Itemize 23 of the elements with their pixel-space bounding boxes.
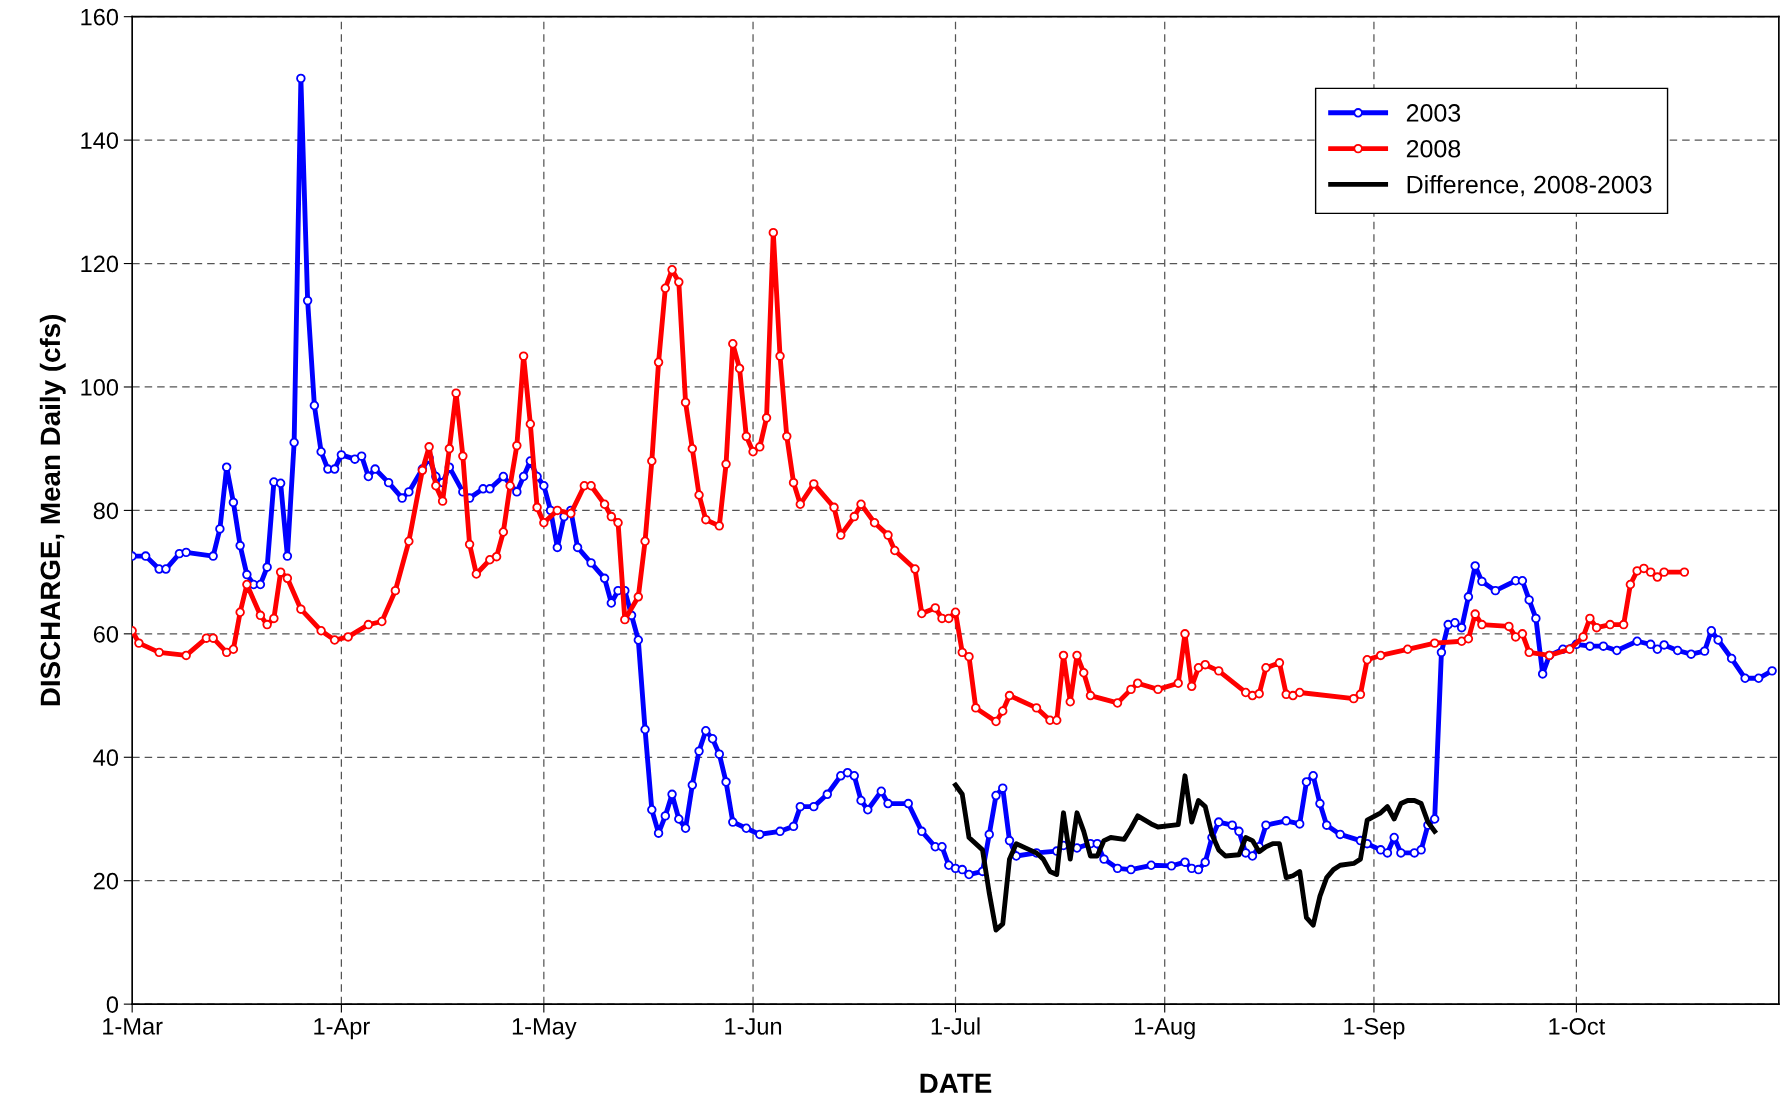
- x-tick-label: 1-Aug: [1135, 1018, 1195, 1040]
- x-axis-title: DATE: [920, 1073, 992, 1093]
- x-tick-label: 1-Sep: [1344, 1017, 1405, 1040]
- x-tick-label: 1-May: [512, 1018, 577, 1040]
- y-tick-label: 80: [93, 502, 119, 520]
- y-axis-title: DISCHARGE, Mean Daily (cfs): [39, 314, 66, 706]
- x-tick-label: 1-Mar: [103, 1018, 163, 1035]
- legend-label: Difference, 2008-2003: [1407, 175, 1652, 197]
- legend-label: 2008: [1406, 139, 1461, 158]
- y-tick-label: 40: [93, 749, 119, 767]
- legend-label: 2003: [1406, 104, 1461, 122]
- y-tick-label: 20: [93, 872, 119, 890]
- x-tick-label: 1-Jul: [931, 1017, 980, 1035]
- y-tick-label: 140: [81, 132, 119, 149]
- x-tick-label: 1-Jun: [725, 1018, 782, 1035]
- y-tick-label: 100: [81, 379, 119, 396]
- y-tick-label: 60: [93, 625, 119, 643]
- x-tick-label: 1-Apr: [314, 1018, 370, 1040]
- line-series: [953, 773, 1438, 933]
- x-tick-label: 1-Oct: [1549, 1017, 1606, 1035]
- y-tick-label: 160: [81, 8, 119, 26]
- y-tick-label: 0: [106, 996, 119, 1013]
- y-tick-label: 120: [81, 255, 119, 273]
